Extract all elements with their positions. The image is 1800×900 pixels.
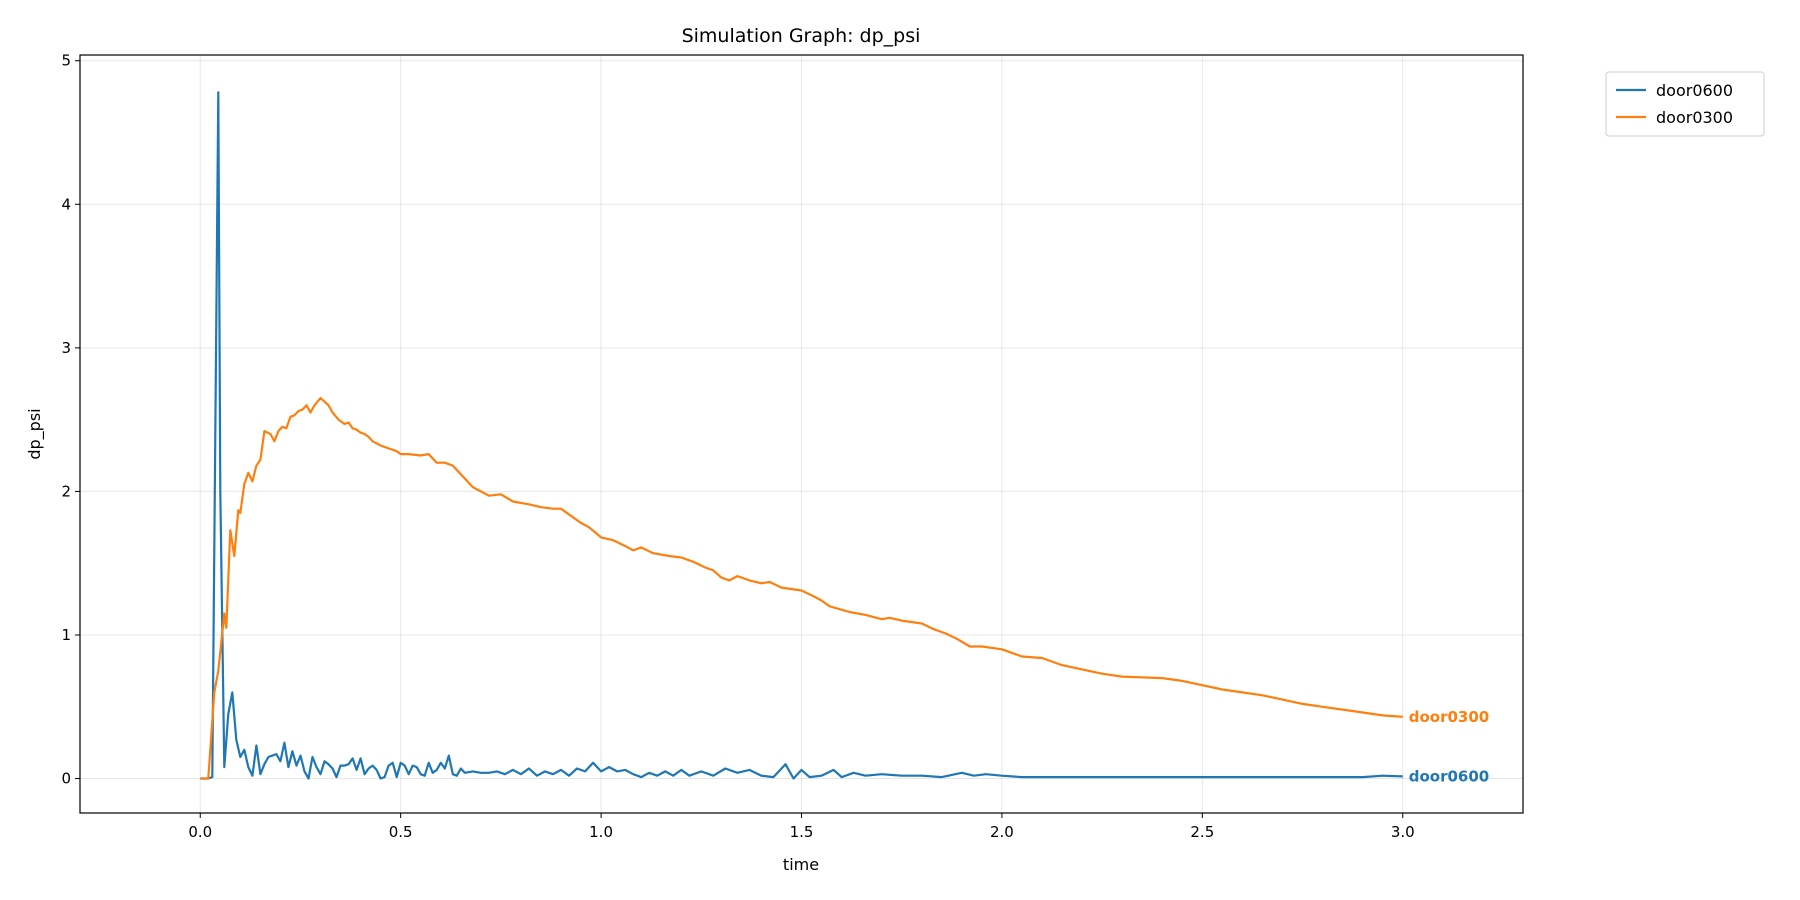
chart-title: Simulation Graph: dp_psi	[682, 25, 921, 47]
end-label-door0300: door0300	[1409, 708, 1490, 726]
legend-box	[1605, 71, 1765, 137]
end-label-door0600: door0600	[1409, 767, 1490, 785]
series-lines	[200, 91, 1403, 780]
legend-label-door0600: door0600	[1656, 81, 1733, 100]
y-tick-label: 1	[61, 626, 71, 644]
y-tick-label: 2	[61, 482, 71, 500]
series-line-door0600	[200, 91, 1403, 780]
series-line-door0300	[200, 397, 1403, 780]
y-axis-label: dp_psi	[25, 408, 45, 459]
x-tick-label: 3.0	[1391, 823, 1415, 841]
y-tick-label: 0	[61, 770, 71, 788]
ticks: 0.0 0.5 1.0 1.5 2.0 2.5 3.0 0 1 2 3 4 5	[61, 52, 1414, 841]
legend-label-door0300: door0300	[1656, 108, 1733, 127]
grid	[80, 55, 1523, 813]
x-tick-label: 2.5	[1190, 823, 1214, 841]
y-tick-label: 4	[61, 195, 71, 213]
legend: door0600 door0300	[1605, 71, 1765, 137]
end-labels: door0600 door0300	[1409, 708, 1490, 786]
y-tick-label: 5	[61, 52, 71, 70]
x-tick-label: 0.0	[188, 823, 212, 841]
x-tick-label: 1.5	[790, 823, 814, 841]
x-tick-label: 1.0	[589, 823, 613, 841]
y-tick-label: 3	[61, 339, 71, 357]
x-tick-label: 0.5	[389, 823, 413, 841]
x-axis-label: time	[783, 855, 819, 874]
x-tick-label: 2.0	[990, 823, 1014, 841]
